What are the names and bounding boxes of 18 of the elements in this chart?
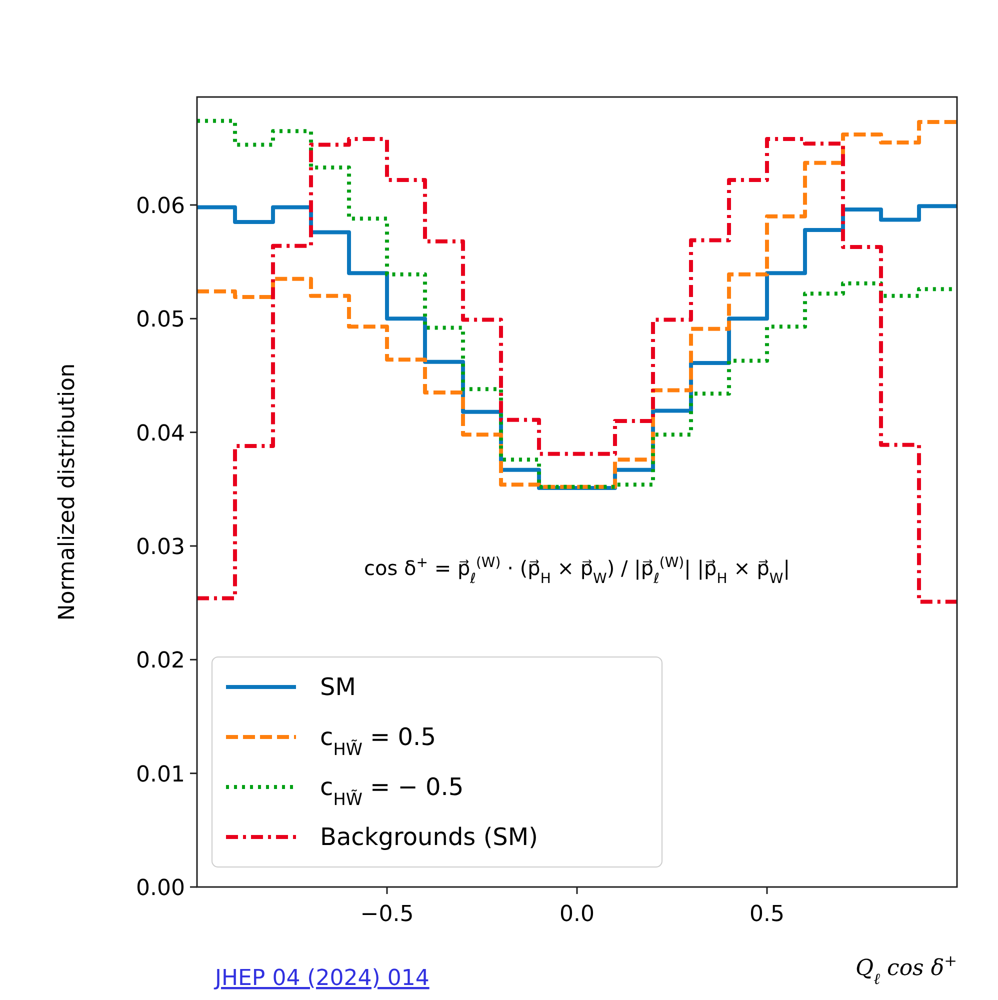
- y-tick-label: 0.04: [136, 421, 185, 446]
- x-tick-label: 0.0: [560, 902, 594, 927]
- legend-label: Backgrounds (SM): [320, 823, 538, 851]
- y-tick-label: 0.01: [136, 762, 185, 788]
- y-tick-label: 0.05: [136, 308, 185, 333]
- legend-label: c$_{HW̃}$ = − 0.5: [320, 773, 464, 809]
- y-tick-label: 0.06: [136, 194, 185, 219]
- x-tick-label: 0.5: [750, 902, 784, 927]
- text: cos δ$^{+}$ = p⃗$_{ℓ}$$^{(W)}$ · (p⃗$_{H}$ × p⃗$_{W}$) / |p⃗$_{ℓ}$$^{(W)}$| |p⃗$_{H}$ × p⃗$_{W}$|: [364, 555, 790, 587]
- x-axis-title: Q$_{ℓ}$ cos δ$^{+}$: [856, 952, 957, 988]
- y-tick-label: 0.02: [136, 648, 185, 674]
- legend-label: SM: [320, 673, 356, 701]
- text: JHEP 04 (2024) 014: [213, 966, 430, 991]
- y-tick-label: 0.03: [136, 534, 185, 560]
- legend-label: c$_{HW̃}$ = 0.5: [320, 723, 436, 759]
- x-tick-label: −0.5: [360, 902, 414, 927]
- y-tick-label: 0.00: [136, 876, 185, 901]
- y-axis-title: Normalized distribution: [55, 363, 80, 621]
